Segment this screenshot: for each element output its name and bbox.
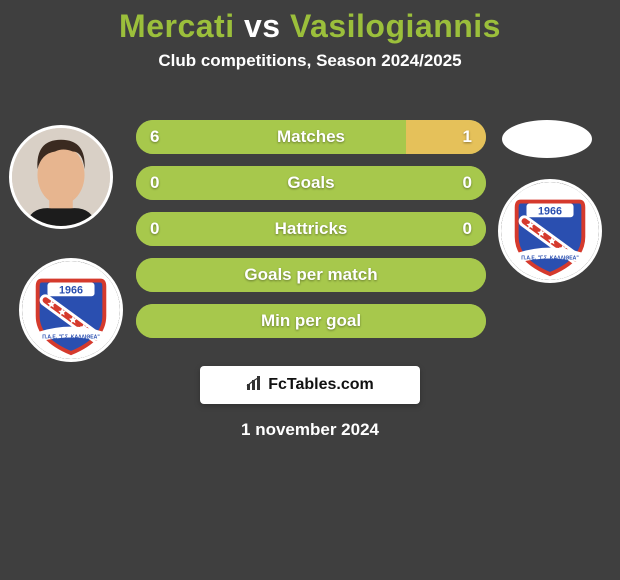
player-right-avatar bbox=[502, 120, 592, 158]
stat-bar-right-value: 0 bbox=[463, 212, 472, 246]
date-text: 1 november 2024 bbox=[0, 420, 620, 440]
stat-bar: Goals per match bbox=[136, 258, 486, 292]
svg-text:Π.A.E. "Γ.Σ. KAΛΛΙΘΕΑ": Π.A.E. "Γ.Σ. KAΛΛΙΘΕΑ" bbox=[521, 255, 579, 261]
attribution-box: FcTables.com bbox=[200, 366, 420, 404]
player-left-avatar bbox=[9, 125, 113, 229]
svg-text:1966: 1966 bbox=[59, 284, 83, 296]
stat-bar-label: Goals per match bbox=[136, 258, 486, 292]
svg-text:Π.A.E. "Γ.Σ. KAΛΛΙΘΕΑ": Π.A.E. "Γ.Σ. KAΛΛΙΘΕΑ" bbox=[42, 334, 100, 340]
title-part: vs bbox=[235, 8, 290, 44]
stats-bar-group: Matches61Goals00Hattricks00Goals per mat… bbox=[136, 120, 486, 350]
stat-bar-left-value: 6 bbox=[150, 120, 159, 154]
stat-bar: Goals0 0 bbox=[136, 166, 486, 200]
subtitle: Club competitions, Season 2024/2025 bbox=[0, 51, 620, 71]
stat-bar-label: Goals bbox=[136, 166, 486, 200]
attribution-text: FcTables.com bbox=[268, 376, 374, 394]
club-badge-left: 1966 Π.A.E. "Γ.Σ. KAΛΛΙΘΕΑ" bbox=[19, 258, 123, 362]
stat-bar-left-value: 0 bbox=[150, 166, 159, 200]
stat-bar-label: Hattricks bbox=[136, 212, 486, 246]
chart-icon bbox=[246, 375, 264, 396]
stat-bar-right-value: 1 bbox=[463, 120, 472, 154]
stat-bar: Hattricks0 0 bbox=[136, 212, 486, 246]
stat-bar-label: Matches bbox=[136, 120, 486, 154]
club-badge-right: 1966 Π.A.E. "Γ.Σ. KAΛΛΙΘΕΑ" bbox=[498, 179, 602, 283]
stat-bar-right-value: 0 bbox=[463, 166, 472, 200]
stat-bar-label: Min per goal bbox=[136, 304, 486, 338]
stat-bar: Min per goal bbox=[136, 304, 486, 338]
stat-bar-left-value: 0 bbox=[150, 212, 159, 246]
comparison-infographic: Mercati vs Vasilogiannis Club competitio… bbox=[0, 0, 620, 580]
stat-bar: Matches6 1 bbox=[136, 120, 486, 154]
svg-text:1966: 1966 bbox=[538, 205, 562, 217]
page-title: Mercati vs Vasilogiannis bbox=[0, 0, 620, 45]
title-part: Vasilogiannis bbox=[290, 8, 501, 44]
title-part: Mercati bbox=[119, 8, 235, 44]
